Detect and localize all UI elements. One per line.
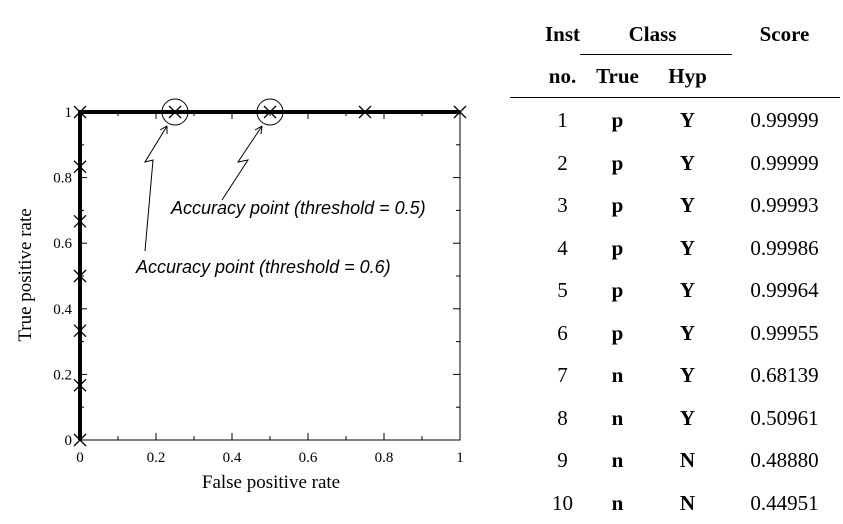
annotation-threshold-05: Accuracy point (threshold = 0.5) xyxy=(170,198,426,218)
true-class-cell: n xyxy=(611,363,624,387)
header-score: Score xyxy=(759,22,810,46)
y-tick-label: 1 xyxy=(65,105,73,121)
table-row: 2 p Y 0.99999 xyxy=(510,142,840,184)
roc-point-marker xyxy=(73,269,87,283)
x-axis-label: False positive rate xyxy=(202,472,340,493)
hyp-class-cell: Y xyxy=(679,320,696,345)
score-cell: 0.48880 xyxy=(750,448,819,472)
roc-series xyxy=(73,105,467,447)
table-row: 7 n Y 0.68139 xyxy=(510,354,840,396)
true-class-cell: p xyxy=(611,235,624,260)
class-header-rule xyxy=(580,54,732,55)
hyp-class-cell: N xyxy=(679,448,696,472)
table-row: 5 p Y 0.99964 xyxy=(510,269,840,311)
score-cell: 0.50961 xyxy=(750,405,819,430)
roc-chart: 0 0.2 0.4 0.6 0.8 1 0 0.2 0.4 0.6 0.8 1 Accuracy po… xyxy=(15,98,467,493)
hyp-class-cell: Y xyxy=(679,363,696,387)
header-inst: Inst xyxy=(544,22,581,46)
hyp-class-cell: Y xyxy=(679,278,696,302)
x-tick-label: 0.6 xyxy=(299,450,318,466)
arrow-threshold-06 xyxy=(143,125,168,252)
accuracy-point-circle xyxy=(256,98,284,126)
score-cell: 0.68139 xyxy=(750,363,819,387)
score-cell: 0.99955 xyxy=(750,320,819,345)
inst-cell: 4 xyxy=(557,235,568,260)
hyp-class-cell: Y xyxy=(679,108,696,132)
y-tick-label: 0.4 xyxy=(53,302,72,318)
arrowhead-threshold-06 xyxy=(159,125,168,134)
header-hyp: Hyp xyxy=(668,64,707,88)
header-true: True xyxy=(596,64,639,88)
true-class-cell: p xyxy=(611,320,624,345)
roc-point-marker xyxy=(168,105,182,119)
true-class-cell: n xyxy=(611,490,624,515)
score-cell: 0.99993 xyxy=(750,193,819,217)
inst-cell: 6 xyxy=(557,320,568,345)
roc-point-marker xyxy=(263,105,277,119)
inst-cell: 2 xyxy=(557,150,568,175)
roc-point-marker xyxy=(73,433,87,447)
roc-point-marker xyxy=(453,105,467,119)
inst-cell: 8 xyxy=(557,405,568,430)
hyp-class-cell: N xyxy=(679,490,696,515)
annotation-threshold-06: Accuracy point (threshold = 0.6) xyxy=(135,257,391,277)
roc-point-marker xyxy=(73,105,87,119)
true-class-cell: p xyxy=(611,278,624,302)
hyp-class-cell: Y xyxy=(679,235,696,260)
hyp-class-cell: Y xyxy=(679,405,696,430)
arrowhead-threshold-05 xyxy=(254,125,263,135)
roc-point-marker xyxy=(73,160,87,174)
y-tick-label: 0 xyxy=(65,433,73,449)
x-tick-label: 0.8 xyxy=(375,450,394,466)
score-cell: 0.44951 xyxy=(750,490,819,515)
roc-point-marker xyxy=(73,378,87,392)
hyp-class-cell: Y xyxy=(679,193,696,217)
header-bottom-rule xyxy=(510,97,840,98)
y-axis-label: True positive rate xyxy=(15,208,36,341)
score-cell: 0.99986 xyxy=(750,235,819,260)
table-row: 10 n N 0.44951 xyxy=(510,482,840,524)
true-class-cell: p xyxy=(611,150,624,175)
x-tick-label: 0.4 xyxy=(223,450,242,466)
table-row: 9 n N 0.48880 xyxy=(510,439,840,481)
hyp-class-cell: Y xyxy=(679,150,696,175)
arrow-threshold-05 xyxy=(221,125,263,201)
tick-labels: 0 0.2 0.4 0.6 0.8 1 0 0.2 0.4 0.6 0.8 1 xyxy=(53,105,464,466)
inst-cell: 10 xyxy=(552,490,573,515)
x-tick-label: 0 xyxy=(76,450,84,466)
true-class-cell: n xyxy=(611,405,624,430)
header-inst-no: no. xyxy=(548,64,577,88)
annotations: Accuracy point (threshold = 0.5) Accuracy… xyxy=(135,98,426,277)
score-cell: 0.99999 xyxy=(750,150,819,175)
y-tick-label: 0.2 xyxy=(53,367,72,383)
true-class-cell: p xyxy=(611,193,624,217)
inst-cell: 5 xyxy=(557,278,568,302)
table-row: 4 p Y 0.99986 xyxy=(510,227,840,269)
score-cell: 0.99964 xyxy=(750,278,819,302)
inst-cell: 1 xyxy=(557,108,568,132)
true-class-cell: p xyxy=(611,108,624,132)
y-tick-label: 0.8 xyxy=(53,171,72,187)
roc-point-marker xyxy=(73,324,87,338)
score-cell: 0.99999 xyxy=(750,108,819,132)
roc-point-marker xyxy=(358,105,372,119)
inst-cell: 7 xyxy=(557,363,568,387)
inst-cell: 9 xyxy=(557,448,568,472)
table-row: 1 p Y 0.99999 xyxy=(510,99,840,141)
table-row: 6 p Y 0.99955 xyxy=(510,312,840,354)
header-class: Class xyxy=(628,22,677,46)
inst-cell: 3 xyxy=(557,193,568,217)
x-tick-label: 0.2 xyxy=(147,450,166,466)
table-row: 8 n Y 0.50961 xyxy=(510,397,840,439)
roc-point-marker xyxy=(73,214,87,228)
true-class-cell: n xyxy=(611,448,624,472)
accuracy-point-circle xyxy=(161,98,189,126)
y-tick-label: 0.6 xyxy=(53,236,72,252)
x-tick-label: 1 xyxy=(456,450,464,466)
table-row: 3 p Y 0.99993 xyxy=(510,184,840,226)
